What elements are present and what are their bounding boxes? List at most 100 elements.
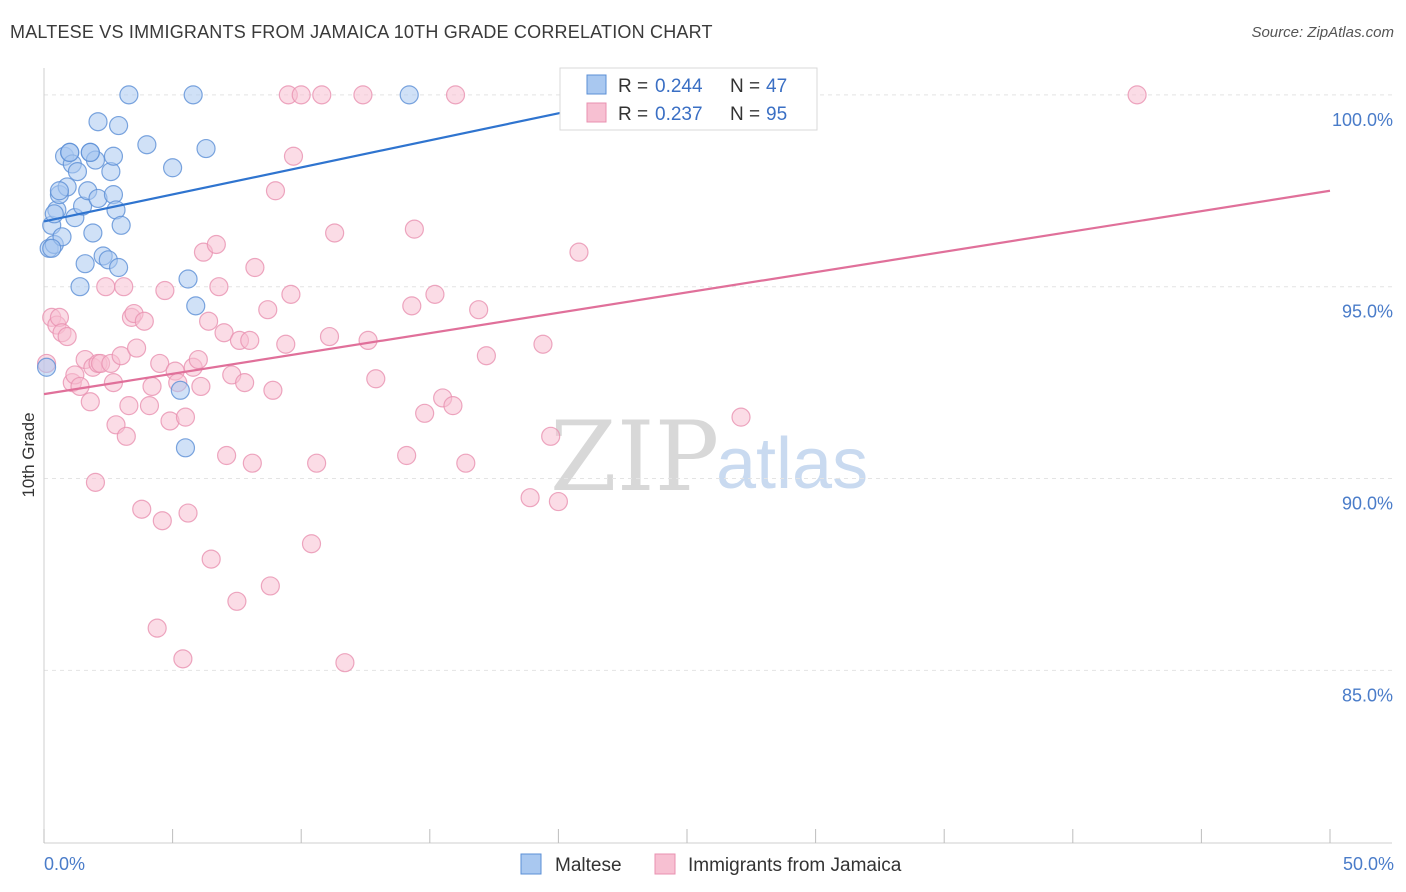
jamaica-point — [307, 453, 327, 473]
jamaica-point — [96, 277, 116, 297]
maltese-point — [137, 135, 157, 155]
jamaica-point — [443, 396, 463, 416]
maltese-point — [103, 146, 124, 166]
jamaica-point — [731, 407, 751, 427]
jamaica-point — [242, 453, 262, 473]
bottom-legend-swatch-maltese — [520, 853, 542, 875]
jamaica-trendline — [43, 189, 1331, 396]
jamaica-point — [85, 472, 106, 492]
jamaica-point — [188, 349, 208, 370]
maltese-point — [42, 238, 62, 258]
maltese-point — [49, 181, 70, 201]
jamaica-point — [325, 223, 345, 243]
maltese-point — [170, 380, 190, 400]
jamaica-point — [319, 326, 340, 347]
jamaica-point — [358, 330, 378, 351]
axes — [43, 68, 1392, 844]
jamaica-point — [173, 649, 193, 669]
jamaica-point — [57, 326, 77, 347]
jamaica-point — [276, 334, 296, 354]
jamaica-point — [476, 346, 496, 366]
legend-r-label-jamaica: R = — [618, 104, 648, 125]
jamaica-point — [397, 445, 417, 466]
jamaica-point — [199, 311, 219, 331]
jamaica-point — [301, 534, 322, 554]
y-tick-label: 85.0% — [1342, 685, 1393, 705]
jamaica-point — [116, 426, 136, 446]
maltese-point — [80, 142, 100, 163]
jamaica-point — [425, 284, 445, 304]
maltese-point — [186, 296, 206, 316]
jamaica-point — [258, 300, 278, 320]
jamaica-point — [134, 311, 154, 331]
y-tick-label: 100.0% — [1332, 110, 1393, 130]
jamaica-point — [533, 334, 553, 354]
maltese-point — [178, 269, 198, 289]
jamaica-point — [214, 323, 234, 343]
x-tick-label: 50.0% — [1343, 854, 1394, 874]
maltese-point — [67, 161, 88, 182]
bottom-legend-label-maltese: Maltese — [555, 855, 622, 876]
legend-swatch-jamaica — [586, 102, 607, 123]
jamaica-point — [569, 242, 589, 262]
watermark-zip: ZIP — [550, 401, 719, 513]
maltese-point — [175, 438, 196, 458]
maltese-point — [111, 215, 131, 235]
series-legend: Maltese Immigrants from Jamaica — [520, 853, 902, 876]
maltese-point — [163, 158, 183, 178]
jamaica-point — [142, 376, 162, 397]
correlation-legend: R = 0.244 N = 47 R = 0.237 N = 95 — [559, 67, 818, 131]
jamaica-point — [469, 300, 489, 320]
jamaica-point — [265, 181, 286, 201]
y-tick-label: 90.0% — [1342, 494, 1393, 514]
maltese-point — [399, 85, 419, 105]
maltese-point — [108, 115, 129, 136]
jamaica-point — [402, 296, 422, 316]
jamaica-point — [147, 618, 167, 638]
jamaica-point — [415, 403, 435, 423]
jamaica-point — [114, 277, 134, 297]
jamaica-point — [366, 369, 386, 389]
legend-n-value-maltese: 47 — [766, 76, 787, 97]
jamaica-point — [260, 576, 280, 596]
maltese-point — [70, 277, 90, 297]
maltese-point — [83, 223, 103, 243]
jamaica-point — [541, 426, 561, 446]
maltese-point — [183, 85, 203, 105]
source-label: Source: ZipAtlas.com — [1251, 24, 1394, 41]
y-axis-label: 10th Grade — [19, 412, 38, 497]
y-tick-labels: 85.0% 90.0% 95.0% 100.0% — [1332, 110, 1393, 705]
jamaica-points — [36, 85, 1147, 673]
jamaica-point — [191, 376, 211, 397]
jamaica-point — [404, 219, 424, 239]
maltese-point — [119, 85, 139, 105]
legend-r-label-maltese: R = — [618, 76, 648, 97]
watermark-atlas: atlas — [716, 424, 868, 504]
jamaica-point — [445, 85, 466, 105]
jamaica-point — [150, 353, 170, 374]
maltese-trendline — [43, 101, 611, 223]
jamaica-point — [152, 511, 172, 531]
maltese-point — [88, 112, 108, 132]
legend-r-value-jamaica: 0.237 — [655, 104, 703, 125]
jamaica-point — [548, 491, 569, 512]
jamaica-point — [132, 499, 152, 519]
jamaica-point — [240, 330, 260, 351]
jamaica-point — [178, 503, 198, 523]
maltese-point — [108, 257, 129, 278]
jamaica-point — [80, 392, 100, 412]
jamaica-point — [206, 234, 226, 255]
legend-n-value-jamaica: 95 — [766, 104, 787, 125]
jamaica-point — [126, 338, 147, 358]
jamaica-point — [520, 488, 540, 508]
jamaica-point — [111, 346, 131, 366]
watermark: ZIP atlas — [550, 401, 868, 513]
chart-title: MALTESE VS IMMIGRANTS FROM JAMAICA 10TH … — [10, 22, 713, 42]
jamaica-point — [201, 549, 221, 569]
jamaica-point — [281, 284, 301, 304]
legend-n-label-jamaica: N = — [730, 104, 760, 125]
legend-swatch-maltese — [586, 74, 607, 95]
jamaica-point — [227, 591, 247, 611]
maltese-point — [60, 142, 80, 163]
